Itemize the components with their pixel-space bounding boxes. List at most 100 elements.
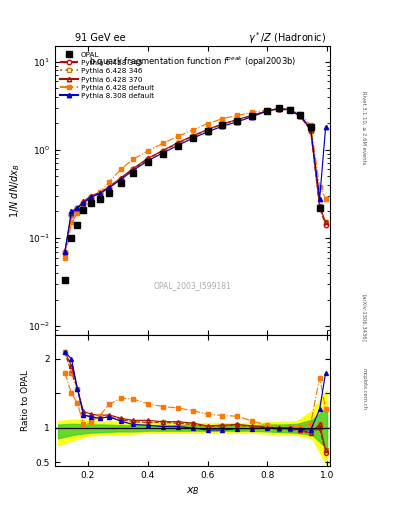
OPAL bbox=[75, 222, 80, 228]
Pythia 6.428 default bbox=[298, 111, 303, 117]
Pythia 6.428 345 bbox=[317, 205, 322, 211]
Pythia 6.428 370 bbox=[323, 219, 328, 225]
Pythia 6.428 346 bbox=[97, 190, 102, 197]
Pythia 6.428 default bbox=[309, 122, 313, 129]
Pythia 6.428 345 bbox=[323, 222, 328, 228]
Pythia 8.308 default bbox=[235, 119, 240, 125]
Text: [arXiv:1306.3436]: [arXiv:1306.3436] bbox=[361, 293, 366, 342]
Text: $\gamma^*/Z$ (Hadronic): $\gamma^*/Z$ (Hadronic) bbox=[248, 31, 326, 46]
OPAL bbox=[205, 127, 210, 134]
OPAL bbox=[265, 108, 270, 114]
Pythia 6.428 345 bbox=[287, 108, 292, 114]
Pythia 6.428 default bbox=[145, 148, 150, 154]
Pythia 6.428 370 bbox=[220, 121, 225, 127]
Line: Pythia 6.428 370: Pythia 6.428 370 bbox=[62, 106, 328, 254]
Pythia 6.428 345 bbox=[81, 200, 86, 206]
Text: mcplots.cern.ch: mcplots.cern.ch bbox=[361, 368, 366, 410]
Pythia 6.428 default bbox=[323, 196, 328, 202]
OPAL bbox=[62, 278, 67, 284]
Pythia 6.428 370 bbox=[235, 117, 240, 123]
Pythia 6.428 default bbox=[160, 140, 165, 146]
Pythia 6.428 default bbox=[235, 113, 240, 119]
Pythia 6.428 default bbox=[62, 254, 67, 261]
Pythia 8.308 default bbox=[323, 124, 328, 131]
Pythia 6.428 345 bbox=[88, 194, 93, 200]
Pythia 6.428 345 bbox=[62, 248, 67, 254]
Pythia 6.428 346 bbox=[62, 248, 67, 254]
Pythia 6.428 370 bbox=[309, 127, 313, 133]
Pythia 6.428 default bbox=[88, 197, 93, 203]
OPAL bbox=[88, 200, 93, 206]
OPAL bbox=[317, 205, 322, 211]
OPAL bbox=[190, 135, 195, 141]
Pythia 6.428 346 bbox=[69, 212, 74, 219]
Pythia 6.428 default bbox=[118, 166, 123, 173]
Pythia 6.428 346 bbox=[287, 108, 292, 114]
Pythia 6.428 345 bbox=[220, 121, 225, 127]
Pythia 8.308 default bbox=[97, 190, 102, 197]
Line: Pythia 6.428 346: Pythia 6.428 346 bbox=[62, 107, 328, 254]
OPAL bbox=[69, 235, 74, 241]
Pythia 6.428 default bbox=[317, 184, 322, 190]
Pythia 6.428 345 bbox=[175, 140, 180, 146]
OPAL bbox=[97, 196, 102, 202]
Pythia 6.428 346 bbox=[75, 205, 80, 211]
Pythia 6.428 default bbox=[220, 116, 225, 122]
Pythia 6.428 345 bbox=[205, 127, 210, 133]
Pythia 6.428 346 bbox=[175, 140, 180, 146]
Pythia 8.308 default bbox=[118, 177, 123, 183]
Text: OPAL_2003_I599181: OPAL_2003_I599181 bbox=[154, 281, 231, 290]
Pythia 6.428 370 bbox=[62, 248, 67, 254]
Pythia 6.428 370 bbox=[118, 175, 123, 181]
Pythia 6.428 346 bbox=[309, 127, 313, 134]
Pythia 6.428 345 bbox=[190, 133, 195, 139]
Pythia 8.308 default bbox=[220, 123, 225, 130]
Pythia 6.428 default bbox=[97, 189, 102, 196]
Pythia 6.428 346 bbox=[118, 176, 123, 182]
Pythia 8.308 default bbox=[317, 196, 322, 202]
Line: Pythia 6.428 345: Pythia 6.428 345 bbox=[62, 107, 328, 254]
Pythia 8.308 default bbox=[130, 167, 135, 174]
OPAL bbox=[235, 118, 240, 124]
Pythia 6.428 default bbox=[107, 179, 111, 185]
Pythia 6.428 370 bbox=[145, 155, 150, 161]
Pythia 8.308 default bbox=[88, 194, 93, 200]
Text: Rivet 3.1.10, ≥ 2.6M events: Rivet 3.1.10, ≥ 2.6M events bbox=[361, 91, 366, 165]
Pythia 8.308 default bbox=[75, 205, 80, 211]
Pythia 6.428 370 bbox=[130, 166, 135, 172]
OPAL bbox=[118, 180, 123, 186]
Pythia 6.428 345 bbox=[298, 113, 303, 119]
Pythia 6.428 default bbox=[265, 106, 270, 113]
Pythia 8.308 default bbox=[107, 185, 111, 191]
OPAL bbox=[220, 122, 225, 129]
Pythia 6.428 370 bbox=[265, 108, 270, 114]
Pythia 8.308 default bbox=[145, 158, 150, 164]
Pythia 6.428 370 bbox=[250, 112, 255, 118]
Pythia 8.308 default bbox=[160, 150, 165, 156]
Pythia 6.428 370 bbox=[175, 140, 180, 146]
Pythia 8.308 default bbox=[265, 108, 270, 114]
Pythia 6.428 346 bbox=[265, 108, 270, 114]
X-axis label: $x_B$: $x_B$ bbox=[186, 485, 199, 497]
Pythia 6.428 370 bbox=[88, 193, 93, 199]
Pythia 6.428 346 bbox=[130, 166, 135, 173]
OPAL bbox=[175, 143, 180, 149]
Pythia 6.428 345 bbox=[265, 108, 270, 114]
Pythia 6.428 370 bbox=[317, 203, 322, 209]
Pythia 6.428 370 bbox=[107, 184, 111, 190]
Pythia 6.428 default bbox=[75, 210, 80, 217]
Pythia 6.428 346 bbox=[323, 219, 328, 225]
Pythia 8.308 default bbox=[81, 200, 86, 206]
Pythia 6.428 346 bbox=[220, 121, 225, 127]
Pythia 6.428 default bbox=[205, 120, 210, 126]
Pythia 6.428 345 bbox=[97, 190, 102, 197]
OPAL bbox=[298, 112, 303, 118]
Line: OPAL: OPAL bbox=[62, 105, 322, 283]
Line: Pythia 6.428 default: Pythia 6.428 default bbox=[62, 106, 328, 260]
Pythia 6.428 346 bbox=[88, 194, 93, 200]
Pythia 6.428 345 bbox=[130, 166, 135, 173]
Pythia 6.428 default bbox=[130, 156, 135, 162]
Pythia 6.428 345 bbox=[118, 176, 123, 182]
Pythia 6.428 default bbox=[277, 105, 282, 112]
Pythia 6.428 345 bbox=[160, 148, 165, 154]
